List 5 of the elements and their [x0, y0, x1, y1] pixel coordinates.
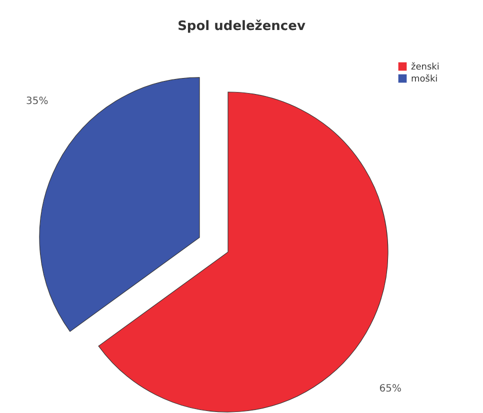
data-label: 35% — [26, 96, 48, 108]
legend-label: moški — [411, 74, 438, 84]
data-label: 65% — [379, 383, 402, 394]
chart-title: Spol udeležencev — [178, 19, 306, 34]
legend-label: ženski — [411, 62, 440, 72]
